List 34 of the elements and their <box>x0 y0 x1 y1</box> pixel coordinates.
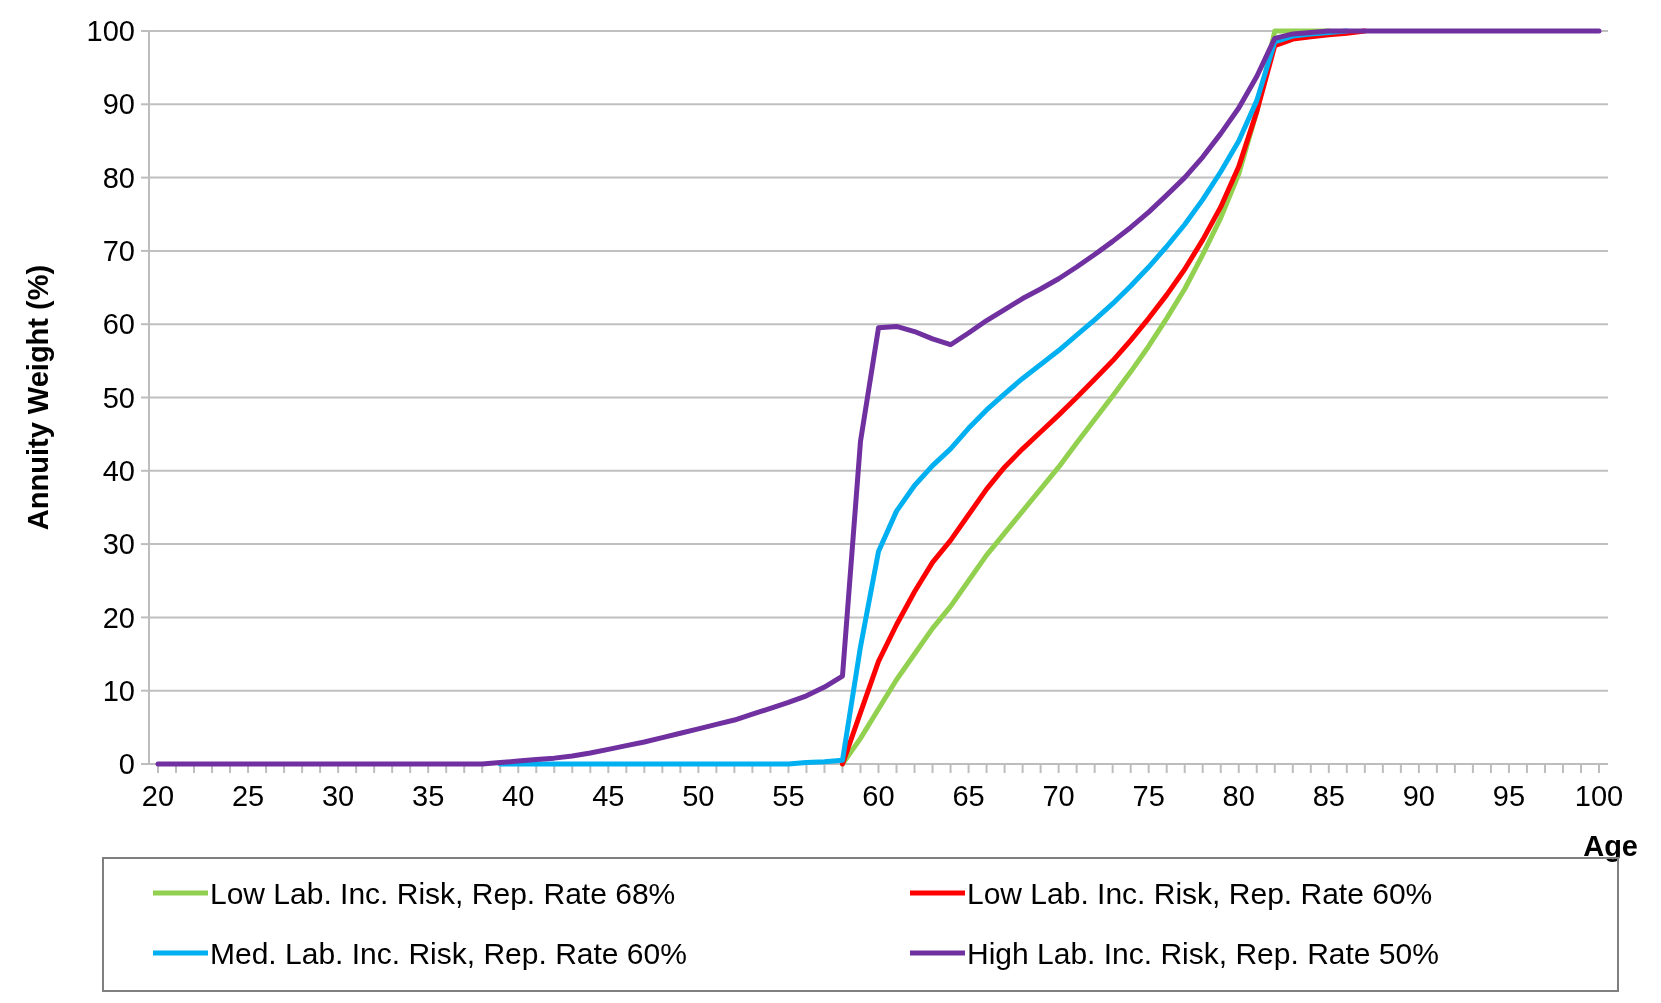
y-tick-label: 100 <box>86 15 135 48</box>
x-tick-label: 85 <box>1312 780 1345 812</box>
x-tick-label: 35 <box>412 780 445 812</box>
legend-label: Low Lab. Inc. Risk, Rep. Rate 68% <box>210 876 676 910</box>
y-tick-label: 0 <box>118 748 135 781</box>
x-tick-label: 45 <box>592 780 625 812</box>
y-tick-label: 90 <box>102 88 135 121</box>
y-axis-title: Annuity Weight (%) <box>22 264 54 531</box>
x-tick-label: 50 <box>682 780 715 812</box>
x-tick-label: 95 <box>1492 780 1526 812</box>
legend-label: Low Lab. Inc. Risk, Rep. Rate 60% <box>967 876 1433 910</box>
y-tick-label: 20 <box>102 601 135 634</box>
y-tick-label: 70 <box>102 235 135 268</box>
x-tick-label: 80 <box>1222 780 1255 812</box>
x-tick-label: 100 <box>1574 780 1624 812</box>
x-tick-label: 30 <box>322 780 355 812</box>
x-tick-label: 25 <box>231 780 265 812</box>
legend-label: Med. Lab. Inc. Risk, Rep. Rate 60% <box>210 936 687 970</box>
legend-label: High Lab. Inc. Risk, Rep. Rate 50% <box>967 936 1439 970</box>
x-tick-label: 40 <box>502 780 535 812</box>
x-axis-title: Age <box>1583 830 1638 862</box>
x-tick-label: 55 <box>772 780 805 812</box>
x-tick-label: 70 <box>1042 780 1075 812</box>
y-tick-label: 30 <box>102 528 135 561</box>
x-tick-label: 90 <box>1402 780 1435 812</box>
x-tick-label: 75 <box>1132 780 1165 812</box>
y-tick-label: 60 <box>102 308 135 341</box>
y-tick-label: 80 <box>102 161 135 194</box>
y-tick-label: 40 <box>102 454 135 487</box>
y-tick-label: 10 <box>102 674 135 707</box>
x-tick-label: 65 <box>952 780 985 812</box>
x-tick-label: 60 <box>862 780 895 812</box>
y-tick-label: 50 <box>102 381 135 414</box>
x-tick-label: 20 <box>141 780 175 812</box>
